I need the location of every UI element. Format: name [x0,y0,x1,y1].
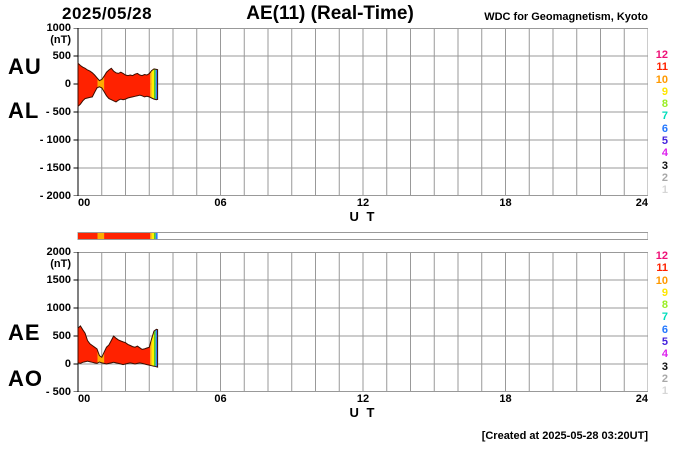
y-axis-bottom: 2000 1500 1000 500 0 - 500 (nT) [0,246,74,398]
y-tick-label: - 1500 [39,162,71,174]
legend-station-count: 3 [661,360,668,373]
x-axis-top: 00 06 12 18 24 [78,197,648,210]
legend-station-count: 8 [661,299,668,312]
legend-station-count: 5 [661,135,668,148]
created-at-label: [Created at 2025-05-28 03:20UT] [481,430,648,442]
y-tick-label: 1000 [46,302,71,314]
x-axis-title-top: U T [349,209,377,224]
legend-station-count: 8 [661,98,668,111]
x-axis-bottom: 00 06 12 18 24 [78,393,648,406]
legend-station-count: 1 [661,184,668,197]
x-tick-label: 12 [356,393,370,405]
legend-station-count: 4 [661,348,668,361]
station-count-legend-bottom: 12 11 10 9 8 7 6 5 4 3 2 1 [650,250,668,398]
legend-station-count: 6 [661,122,668,135]
y-tick-label: 0 [64,358,71,370]
legend-station-count: 1 [661,385,668,398]
y-tick-label: - 500 [45,106,71,118]
chart-bottom-ae-ao [73,252,648,392]
x-tick-label: 24 [635,197,648,209]
data-coverage-bar [77,232,648,240]
legend-station-count: 11 [656,262,668,275]
x-tick-label: 06 [214,393,227,405]
legend-station-count: 10 [655,274,668,287]
legend-station-count: 12 [655,49,668,61]
credit-label: WDC for Geomagnetism, Kyoto [484,11,648,23]
x-tick-label: 24 [635,393,648,405]
label-ao: AO [8,366,43,391]
legend-station-count: 9 [661,286,668,299]
y-axis-top: 1000 500 0 - 500 - 1000 - 1500 - 2000 (nT) [0,22,74,202]
y-tick-label: 1000 [46,22,71,34]
label-au: AU [8,54,42,79]
legend-station-count: 5 [661,336,668,349]
y-tick-label: 500 [52,330,71,342]
chart-top-au-al [73,28,648,196]
legend-station-count: 9 [661,85,668,98]
label-ae: AE [8,320,41,345]
y-tick-label: - 500 [45,386,71,398]
legend-station-count: 11 [656,61,668,74]
legend-station-count: 6 [661,323,668,336]
legend-station-count: 3 [661,159,668,172]
legend-station-count: 2 [661,171,668,184]
y-tick-label: - 1000 [39,134,71,146]
y-axis-unit-label: (nT) [50,258,71,270]
legend-station-count: 10 [655,73,668,86]
y-tick-label: 2000 [46,246,71,258]
x-tick-label: 00 [78,393,91,405]
page-title: AE(11) (Real-Time) [246,3,414,24]
x-tick-label: 12 [356,197,370,209]
x-tick-label: 18 [499,197,512,209]
plot-date: 2025/05/28 [62,4,153,23]
legend-station-count: 7 [661,311,668,324]
x-axis-title-bottom: U T [349,405,377,420]
y-tick-label: 1500 [46,274,71,286]
legend-station-count: 2 [661,372,668,385]
y-tick-label: 500 [52,50,71,62]
y-tick-label: - 2000 [39,190,71,202]
x-tick-label: 00 [78,197,91,209]
x-tick-label: 18 [499,393,512,405]
legend-station-count: 7 [661,110,668,123]
y-tick-label: 0 [64,78,71,90]
station-count-legend-top: 12 11 10 9 8 7 6 5 4 3 2 1 [650,49,668,197]
y-axis-unit-label: (nT) [50,34,71,46]
legend-station-count: 12 [655,250,668,262]
label-al: AL [8,98,40,123]
legend-station-count: 4 [661,147,668,160]
x-tick-label: 06 [214,197,227,209]
